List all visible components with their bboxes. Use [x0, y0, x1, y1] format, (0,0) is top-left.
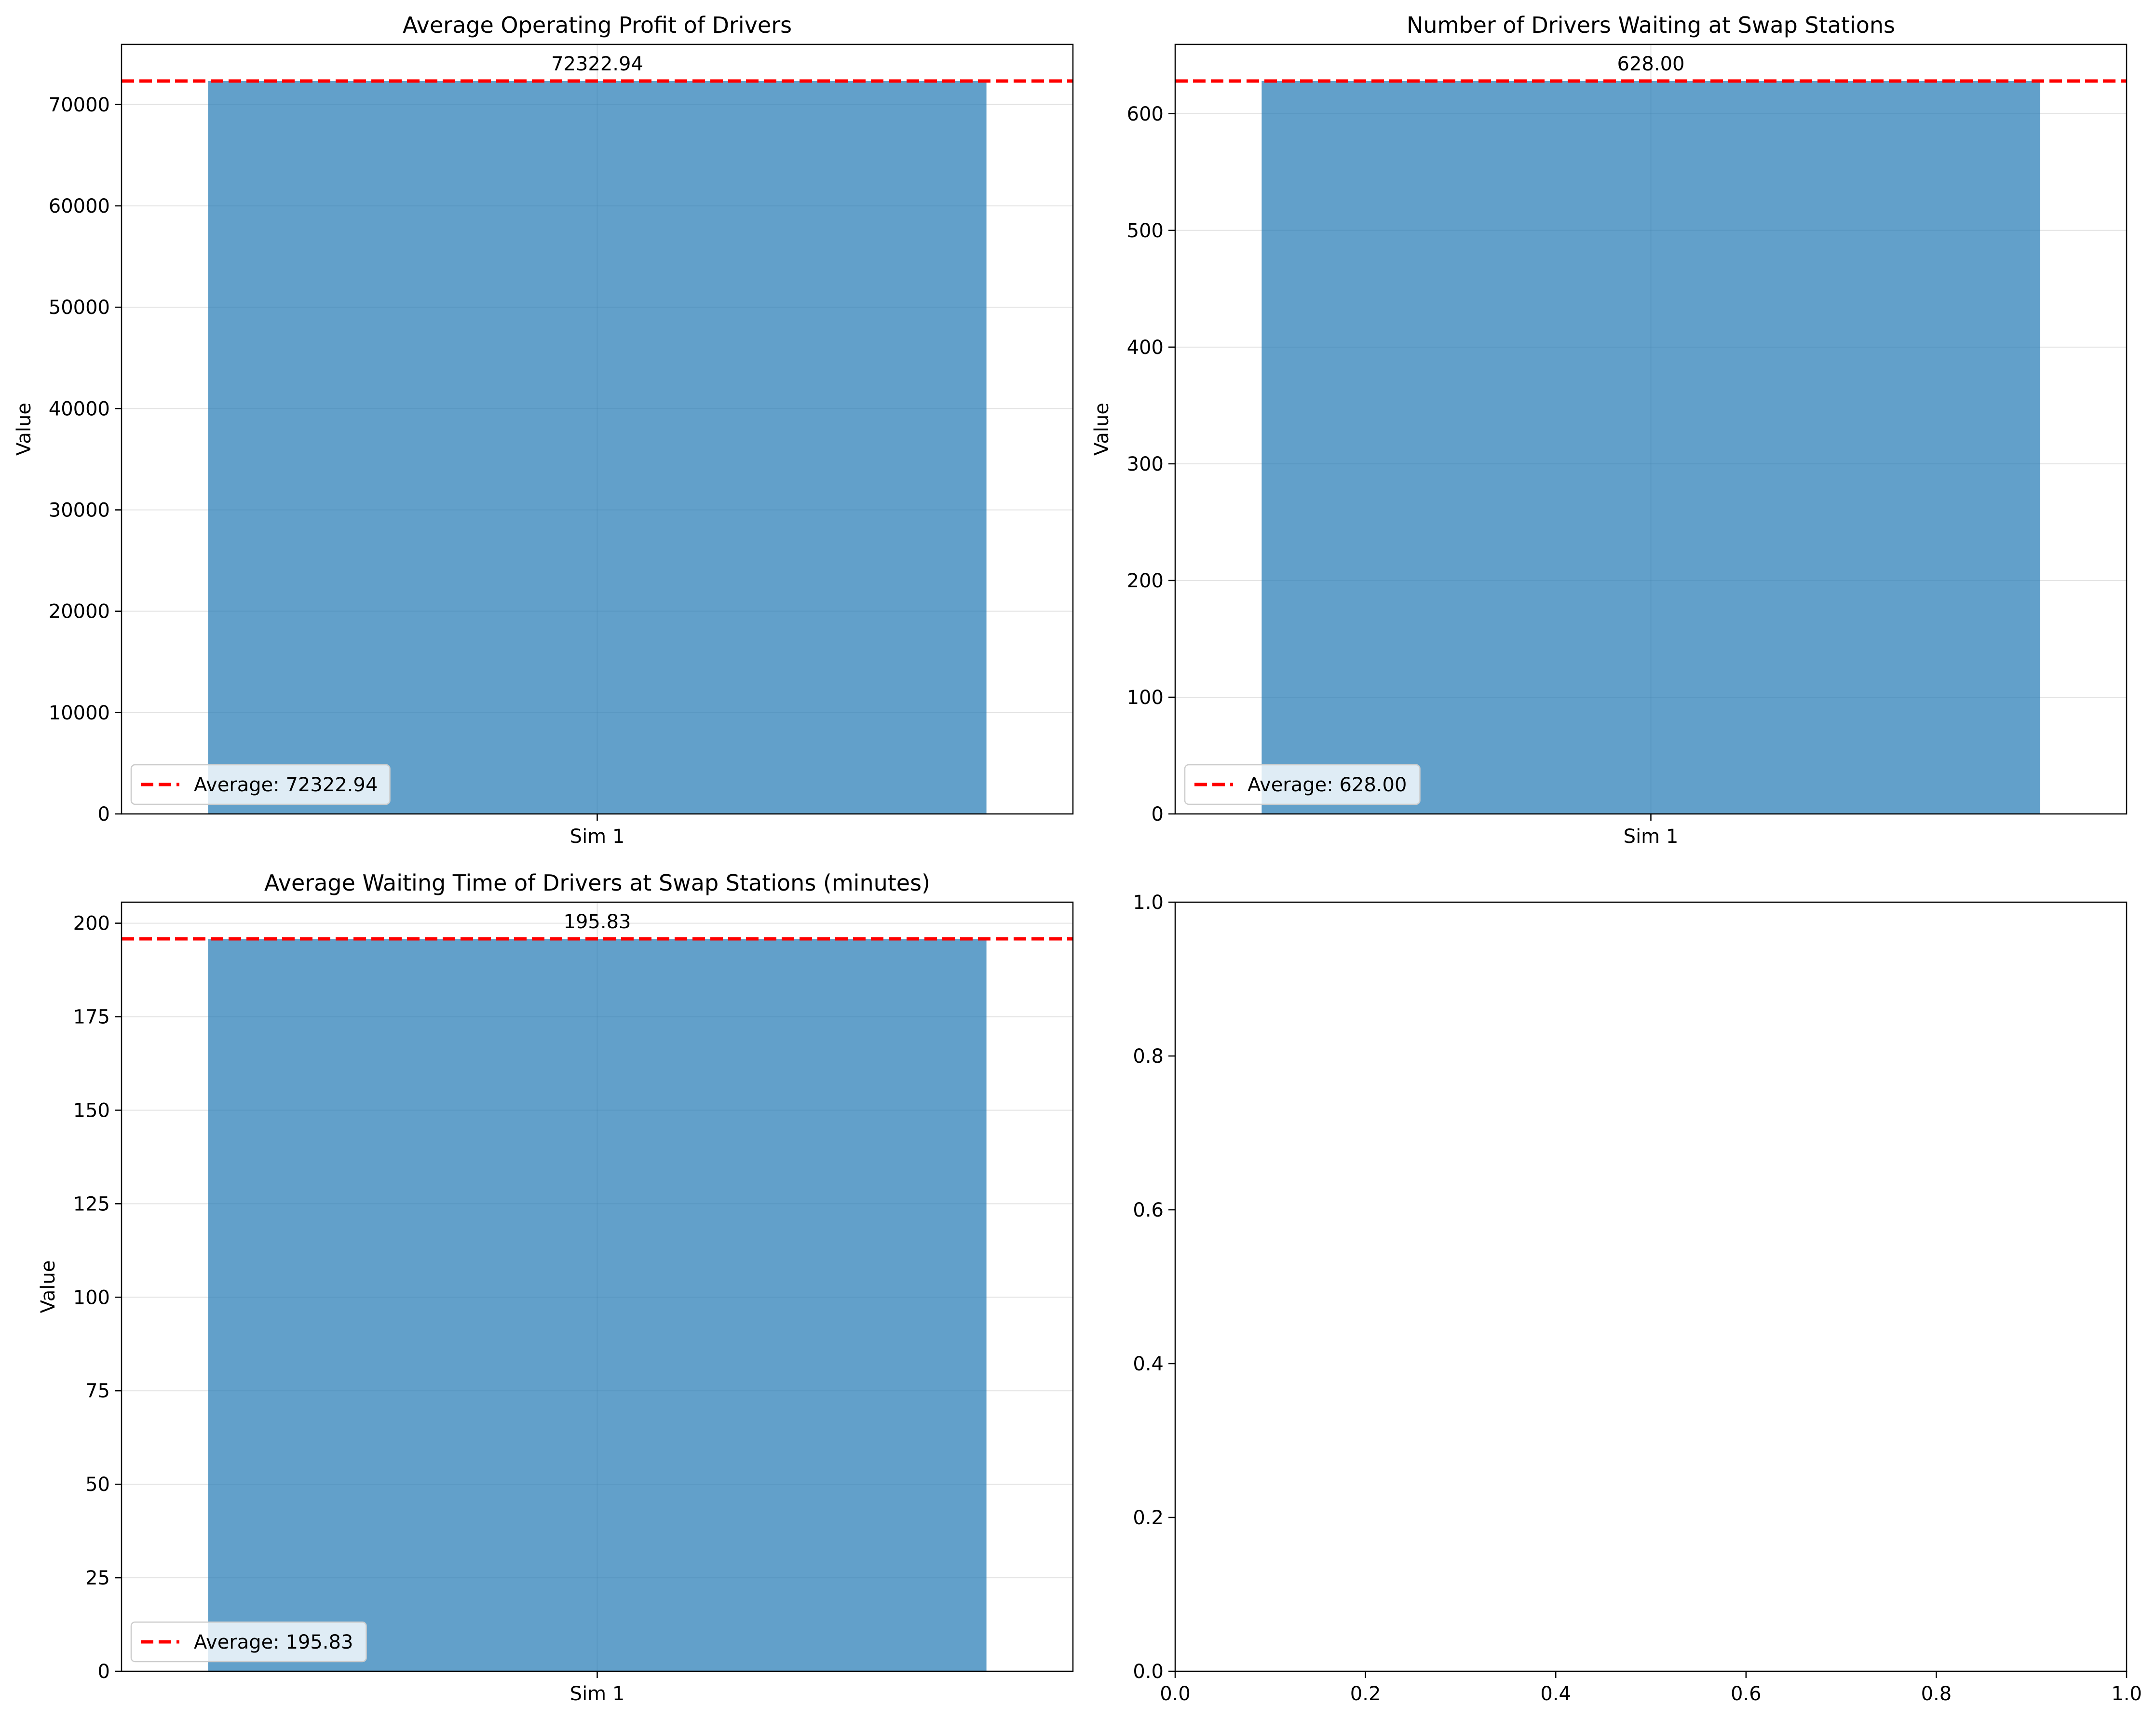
- y-tick-label: 0: [98, 1661, 110, 1683]
- y-tick-label: 125: [73, 1193, 110, 1215]
- y-tick-label: 600: [1127, 103, 1164, 125]
- legend: Average: 72322.94: [130, 764, 391, 805]
- y-tick-label: 0.4: [1133, 1353, 1164, 1375]
- y-tick-label: 200: [1127, 570, 1164, 592]
- y-tick-label: 0.2: [1133, 1507, 1164, 1529]
- y-axis-label: Value: [13, 403, 35, 456]
- x-tick-label: 1.0: [2111, 1683, 2142, 1705]
- chart-panel-3: 195.83 0 25 50 75 100 125 150 175 200 Sim 1 Average…: [37, 870, 1074, 1705]
- y-tick-label: 75: [85, 1380, 110, 1402]
- y-tick-label: 50000: [49, 297, 110, 319]
- y-tick-label: 70000: [49, 94, 110, 116]
- y-tick-label: 200: [73, 913, 110, 935]
- bar-value-label: 72322.94: [551, 53, 643, 75]
- axes-frame: [1174, 901, 2128, 1672]
- y-tick-label: 20000: [49, 601, 110, 623]
- y-tick-label: 100: [1127, 687, 1164, 709]
- y-tick-label: 300: [1127, 453, 1164, 475]
- y-tick-label: 400: [1127, 337, 1164, 359]
- x-tick-label: Sim 1: [570, 1683, 625, 1705]
- bar-sim-1: [208, 81, 987, 814]
- y-axis-label: Value: [37, 1260, 59, 1313]
- y-tick-label: 0.8: [1133, 1045, 1164, 1068]
- chart-title: Average Operating Profit of Drivers: [403, 12, 792, 38]
- bar-sim-1: [208, 938, 987, 1671]
- legend-label: Average: 628.00: [1247, 774, 1407, 796]
- bar-sim-1: [1261, 81, 2040, 814]
- bar-value-label: 195.83: [564, 911, 631, 933]
- y-tick-label: 10000: [49, 702, 110, 724]
- x-tick-label: 0.4: [1540, 1683, 1571, 1705]
- y-tick-label: 0: [1152, 803, 1164, 826]
- legend: Average: 628.00: [1184, 764, 1421, 805]
- chart-panel-2: 628.00 0 100 200 300 400 500 600 Sim 1 Number of …: [1091, 12, 2128, 848]
- legend-label: Average: 195.83: [194, 1631, 353, 1653]
- legend: Average: 195.83: [130, 1621, 367, 1663]
- x-tick-label: Sim 1: [1624, 826, 1679, 848]
- x-tick-label: 0.0: [1160, 1683, 1191, 1705]
- y-axis-label: Value: [1091, 403, 1113, 456]
- x-tick-label: 0.6: [1731, 1683, 1762, 1705]
- x-tick-label: Sim 1: [570, 826, 625, 848]
- chart-panel-4: 0.0 0.2 0.4 0.6 0.8 1.0 0.0 0.2 0.4 0.6 0.8 1.0: [1133, 892, 2142, 1705]
- legend-label: Average: 72322.94: [194, 774, 378, 796]
- y-tick-label: 60000: [49, 195, 110, 217]
- y-tick-label: 1.0: [1133, 892, 1164, 914]
- legend-box: [1184, 764, 1421, 805]
- chart-title: Number of Drivers Waiting at Swap Statio…: [1407, 12, 1895, 38]
- y-tick-label: 0.0: [1133, 1661, 1164, 1683]
- y-tick-label: 100: [73, 1286, 110, 1309]
- legend-box: [130, 764, 391, 805]
- y-tick-label: 150: [73, 1099, 110, 1122]
- y-tick-label: 40000: [49, 398, 110, 420]
- y-tick-label: 30000: [49, 499, 110, 521]
- y-tick-label: 25: [85, 1567, 110, 1589]
- y-tick-label: 50: [85, 1474, 110, 1496]
- x-tick-label: 0.2: [1350, 1683, 1381, 1705]
- x-tick-label: 0.8: [1921, 1683, 1952, 1705]
- legend-box: [130, 1621, 367, 1663]
- chart-title: Average Waiting Time of Drivers at Swap …: [264, 870, 930, 896]
- chart-panel-1: 72322.94 0 10000 20000 30000 40000 50000 60000 7…: [13, 12, 1074, 848]
- y-tick-label: 175: [73, 1006, 110, 1029]
- y-tick-label: 0: [98, 803, 110, 826]
- y-tick-label: 500: [1127, 220, 1164, 242]
- y-tick-label: 0.6: [1133, 1199, 1164, 1221]
- bar-value-label: 628.00: [1617, 53, 1685, 75]
